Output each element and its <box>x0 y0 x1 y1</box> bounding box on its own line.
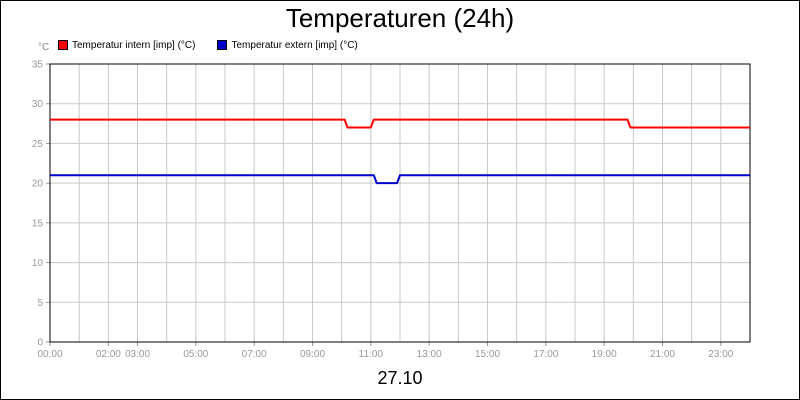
y-tick-label: 35 <box>32 60 44 71</box>
y-tick-label: 15 <box>32 218 44 229</box>
x-tick-label: 03:00 <box>125 349 150 360</box>
legend-label-extern: Temperatur extern [imp] (°C) <box>231 39 358 51</box>
chart-legend: Temperatur intern [imp] (°C) Temperatur … <box>58 38 358 52</box>
x-tick-label: 17:00 <box>533 349 558 360</box>
y-tick-label: 30 <box>32 99 44 110</box>
series-line-extern <box>50 174 750 185</box>
y-tick-label: 20 <box>32 179 44 190</box>
legend-item-extern: Temperatur extern [imp] (°C) <box>217 39 358 51</box>
x-tick-label: 07:00 <box>242 349 267 360</box>
x-tick-label: 19:00 <box>592 349 617 360</box>
x-tick-label: 13:00 <box>417 349 442 360</box>
x-tick-label: 23:00 <box>708 349 733 360</box>
x-tick-label: 09:00 <box>300 349 325 360</box>
chart-title: Temperaturen (24h) <box>285 3 515 33</box>
x-tick-label: 15:00 <box>475 349 500 360</box>
legend-swatch-intern <box>58 40 68 50</box>
legend-swatch-extern <box>217 40 228 50</box>
x-tick-label: 11:00 <box>359 349 384 360</box>
series-line-intern <box>50 118 750 129</box>
legend-item-intern: Temperatur intern [imp] (°C) <box>58 40 195 51</box>
y-tick-label: 0 <box>37 338 43 349</box>
y-tick-label: 5 <box>37 298 43 309</box>
y-tick-label: 10 <box>32 258 44 269</box>
legend-label-intern: Temperatur intern [imp] (°C) <box>72 39 196 51</box>
x-tick-label: 05:00 <box>183 349 208 360</box>
y-axis-label: °C <box>38 42 50 53</box>
x-tick-label: 21:00 <box>650 349 675 360</box>
y-tick-label: 25 <box>32 139 44 150</box>
x-tick-label: 02:00 <box>96 349 121 360</box>
x-tick-label: 00:00 <box>37 349 62 360</box>
plot-area-border <box>49 63 751 343</box>
date-label: 27.10 <box>377 368 423 388</box>
